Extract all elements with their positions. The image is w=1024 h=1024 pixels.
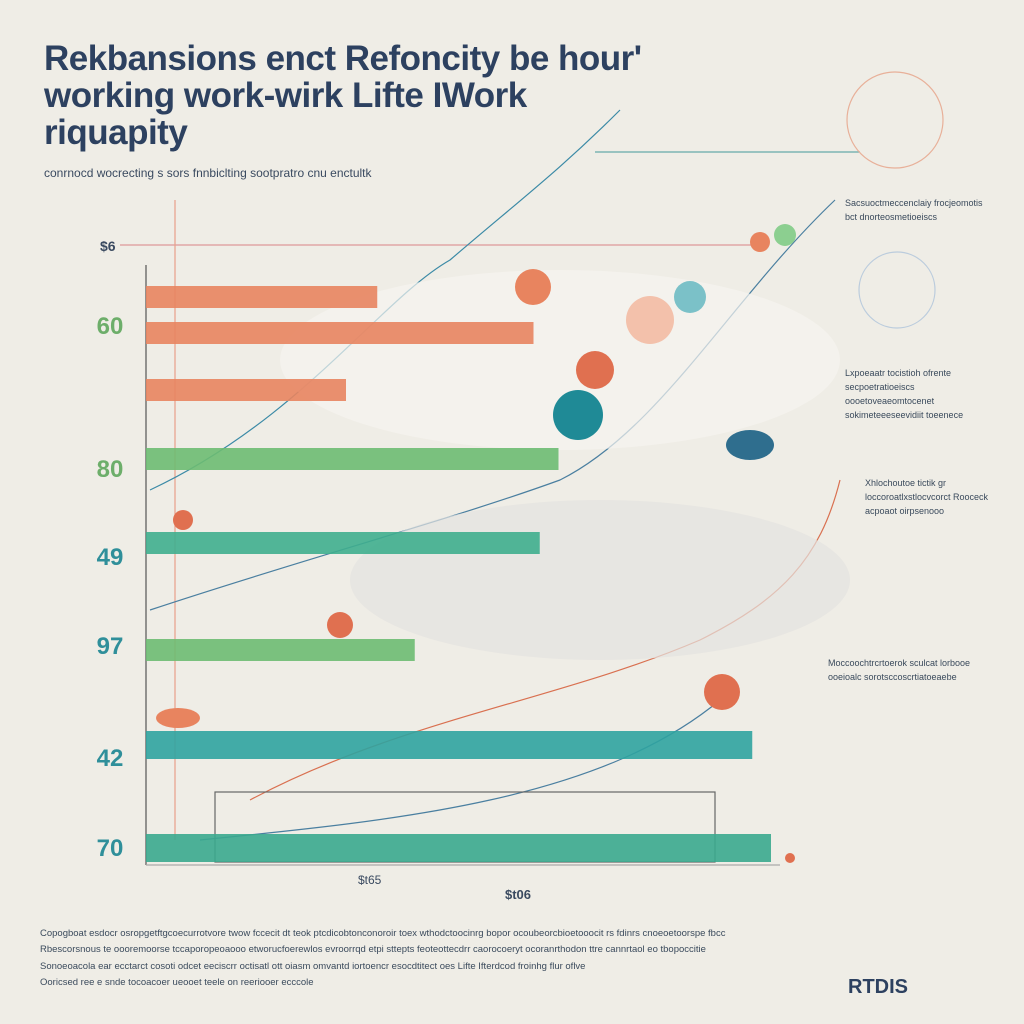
badge-ring: [846, 71, 944, 169]
trend-line: [149, 109, 621, 491]
axis-label: $t65: [358, 873, 382, 887]
haze: [350, 500, 850, 660]
subtitle: conrnocd wocrecting s sors fnnbiclting s…: [44, 166, 372, 180]
title: Rekbansions enct Refoncity be hour' work…: [44, 39, 642, 152]
dot: [774, 224, 796, 246]
bar: [146, 322, 534, 344]
bar: [146, 532, 540, 554]
dot: [515, 269, 551, 305]
bar: [146, 448, 559, 470]
dot: [750, 232, 770, 252]
annotation: Xhlochoutoe tictik gr loccoroatlxstlocvc…: [865, 478, 989, 516]
axis-label: $t06: [505, 887, 532, 902]
footer-text: Ooricsed ree e snde tocoacoer ueooet tee…: [40, 977, 314, 988]
category-label: 80: [97, 456, 124, 483]
decoration: [156, 224, 850, 863]
dot: [704, 674, 740, 710]
bar: [146, 834, 771, 862]
footer-text: Sonoeoacola ear ecctarct cosoti odcet ee…: [40, 961, 586, 972]
haze: [280, 270, 840, 450]
bar: [146, 379, 346, 401]
badge-ring: [858, 251, 936, 329]
annotation: Lxpoeaatr tocistioh ofrente secpoetratio…: [845, 368, 964, 420]
dot: [173, 510, 193, 530]
category-label: 49: [97, 544, 124, 571]
dot: [156, 708, 200, 728]
dot: [626, 296, 674, 344]
bar: [146, 731, 753, 759]
dot: [726, 430, 774, 460]
category-label: 70: [97, 835, 124, 862]
category-label: 60: [97, 313, 124, 340]
bar: [146, 286, 378, 308]
logo: RTDIS: [848, 976, 908, 998]
dot: [674, 281, 706, 313]
category-label: 42: [97, 745, 124, 772]
footer-text: Rbescorsnous te oooremoorse tccaporopeoa…: [40, 944, 706, 955]
dot: [553, 390, 603, 440]
axis-label: $6: [100, 238, 116, 254]
annotation: Moccoochtrcrtoerok sculcat lorbooe ooeio…: [828, 658, 971, 682]
trend-line: [199, 699, 721, 841]
dot: [785, 853, 795, 863]
dot: [327, 612, 353, 638]
bars: 60 80 49 97 42 70: [97, 286, 771, 862]
annotation: Sacsuoctmeccenclaiy frocjeomotis bct dno…: [845, 198, 983, 222]
dot: [576, 351, 614, 389]
footer-text: Copogboat esdocr osropgetftgcoecurrotvor…: [40, 928, 726, 939]
bar: [146, 639, 415, 661]
category-label: 97: [97, 633, 124, 660]
